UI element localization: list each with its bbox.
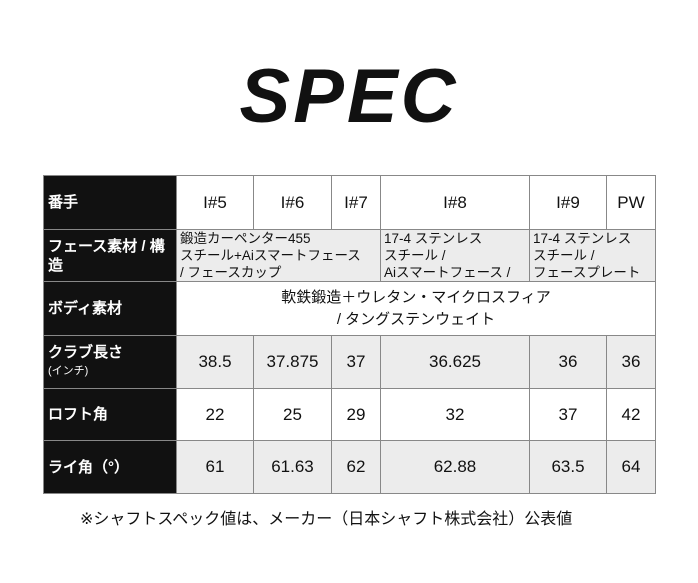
row-label: ロフト角 bbox=[43, 388, 177, 441]
cell: 37 bbox=[331, 335, 381, 389]
cell: 61.63 bbox=[253, 440, 332, 494]
row-loft: ロフト角 22 25 29 32 37 42 bbox=[43, 388, 656, 441]
spec-table: 番手 I#5 I#6 I#7 I#8 I#9 PW フェース素材 / 構造 鍛造… bbox=[43, 175, 656, 494]
cell: I#9 bbox=[529, 175, 607, 230]
cell: 64 bbox=[606, 440, 656, 494]
cell: 22 bbox=[176, 388, 254, 441]
page-title: SPEC bbox=[239, 54, 459, 139]
row-label: クラブ長さ (インチ) bbox=[43, 335, 177, 389]
cell: 36 bbox=[606, 335, 656, 389]
cell: 25 bbox=[253, 388, 332, 441]
cell: 62 bbox=[331, 440, 381, 494]
cell: PW bbox=[606, 175, 656, 230]
footnote: ※シャフトスペック値は、メーカー（日本シャフト株式会社）公表値 bbox=[80, 511, 573, 528]
row-label: ボディ素材 bbox=[43, 281, 177, 336]
row-lie: ライ角（°） 61 61.63 62 62.88 63.5 64 bbox=[43, 440, 656, 494]
cell: 軟鉄鍛造＋ウレタン・マイクロスフィア / タングステンウェイト bbox=[176, 281, 656, 336]
row-label: フェース素材 / 構造 bbox=[43, 229, 177, 282]
row-body: ボディ素材 軟鉄鍛造＋ウレタン・マイクロスフィア / タングステンウェイト bbox=[43, 281, 656, 336]
cell: 38.5 bbox=[176, 335, 254, 389]
row-label: 番手 bbox=[43, 175, 177, 230]
row-number: 番手 I#5 I#6 I#7 I#8 I#9 PW bbox=[43, 175, 656, 230]
cell: 62.88 bbox=[380, 440, 530, 494]
cell: I#7 bbox=[331, 175, 381, 230]
row-length: クラブ長さ (インチ) 38.5 37.875 37 36.625 36 36 bbox=[43, 335, 656, 389]
cell: 36.625 bbox=[380, 335, 530, 389]
cell: I#5 bbox=[176, 175, 254, 230]
cell: 61 bbox=[176, 440, 254, 494]
cell: 42 bbox=[606, 388, 656, 441]
cell: 37 bbox=[529, 388, 607, 441]
cell: 29 bbox=[331, 388, 381, 441]
cell: 37.875 bbox=[253, 335, 332, 389]
cell: I#6 bbox=[253, 175, 332, 230]
cell: 63.5 bbox=[529, 440, 607, 494]
row-face: フェース素材 / 構造 鍛造カーペンター455 スチール+Aiスマートフェース / … bbox=[43, 229, 656, 282]
row-label: ライ角（°） bbox=[43, 440, 177, 494]
cell: 17-4 ステンレス スチール / Aiスマートフェース / bbox=[380, 229, 530, 282]
cell: 鍛造カーペンター455 スチール+Aiスマートフェース / フェースカップ bbox=[176, 229, 381, 282]
cell: 32 bbox=[380, 388, 530, 441]
cell: 36 bbox=[529, 335, 607, 389]
cell: I#8 bbox=[380, 175, 530, 230]
cell: 17-4 ステンレス スチール / フェースプレート bbox=[529, 229, 656, 282]
